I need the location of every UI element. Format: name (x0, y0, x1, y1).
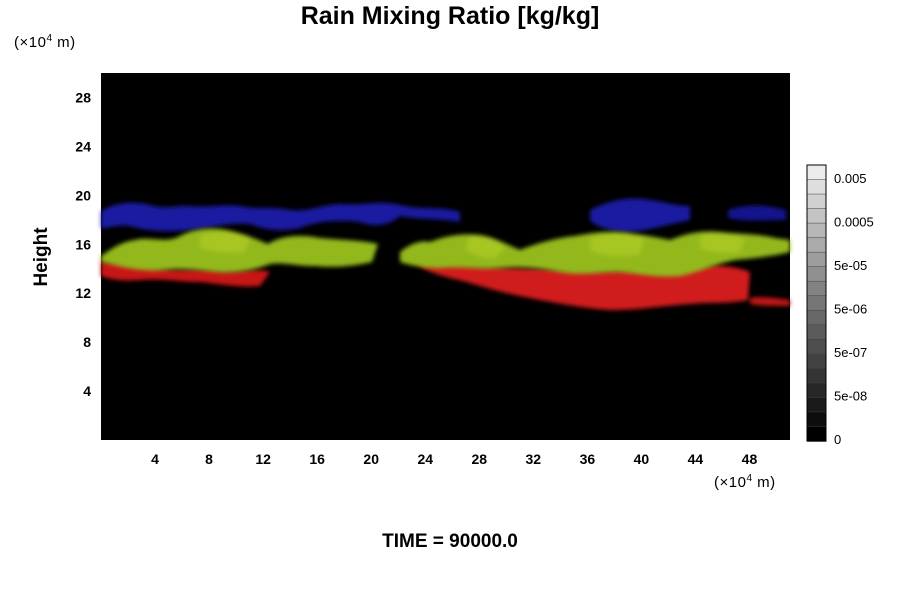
green-highlight (200, 231, 745, 258)
y-axis-ticks: 4 8 12 16 20 24 28 (75, 89, 91, 399)
y-tick-label: 16 (75, 236, 91, 252)
colorbar-swatch (806, 368, 827, 384)
colorbar-swatch (806, 324, 827, 341)
y-tick-label: 8 (83, 334, 91, 350)
time-label: TIME = 90000.0 (382, 531, 518, 552)
colorbar-swatch (806, 426, 827, 442)
x-axis-unit: (×104 m) (714, 473, 776, 491)
x-axis-ticks: 4 8 12 16 20 24 28 32 36 40 44 48 (151, 451, 757, 467)
y-axis-unit: (×104 m) (14, 33, 76, 51)
x-tick-label: 40 (634, 451, 650, 467)
y-tick-label: 12 (75, 285, 91, 301)
colorbar-swatch (806, 193, 827, 210)
colorbar-label: 5e-06 (834, 302, 867, 317)
colorbar: 0.005 0.0005 5e-05 5e-06 5e-07 5e-08 0 (806, 164, 874, 447)
colorbar-swatch (806, 280, 827, 297)
x-tick-label: 32 (526, 451, 542, 467)
green-cloud-layer (101, 228, 790, 277)
y-tick-label: 20 (75, 187, 91, 203)
colorbar-label: 5e-05 (834, 258, 867, 273)
colorbar-swatch (806, 411, 827, 428)
colorbar-swatch (806, 397, 827, 413)
blue-band-far (728, 205, 786, 221)
colorbar-swatch (806, 339, 827, 355)
x-tick-label: 12 (255, 451, 271, 467)
x-tick-label: 28 (471, 451, 487, 467)
y-tick-label: 28 (75, 89, 91, 105)
colorbar-swatch (806, 251, 827, 268)
colorbar-label: 5e-07 (834, 345, 867, 360)
colorbar-swatch (806, 353, 827, 370)
x-tick-label: 16 (309, 451, 325, 467)
colorbar-label: 0.0005 (834, 215, 874, 230)
x-tick-label: 24 (417, 451, 433, 467)
x-tick-label: 48 (742, 451, 758, 467)
blue-band (101, 202, 460, 232)
y-tick-label: 24 (75, 138, 91, 154)
colorbar-label: 0 (834, 432, 841, 447)
x-tick-label: 44 (688, 451, 704, 467)
colorbar-swatch (806, 237, 827, 253)
colorbar-swatch (806, 164, 827, 181)
colorbar-label: 0.005 (834, 171, 867, 186)
colorbar-swatch (806, 382, 827, 399)
x-tick-label: 36 (580, 451, 596, 467)
colorbar-swatch (806, 310, 827, 326)
colorbar-label: 5e-08 (834, 389, 867, 404)
colorbar-swatch (806, 295, 827, 312)
colorbar-swatch (806, 179, 827, 195)
blue-band-right (590, 198, 690, 232)
red-tail (750, 297, 790, 306)
y-tick-label: 4 (83, 383, 91, 399)
colorbar-swatch (806, 266, 827, 282)
colorbar-swatch (806, 208, 827, 224)
blue-cloud-layer (101, 198, 786, 232)
x-tick-label: 4 (151, 451, 159, 467)
colorbar-swatch (806, 222, 827, 239)
x-tick-label: 20 (363, 451, 379, 467)
chart-title: Rain Mixing Ratio [kg/kg] (300, 2, 600, 30)
x-tick-label: 8 (205, 451, 213, 467)
colorbar-frame (806, 164, 827, 442)
